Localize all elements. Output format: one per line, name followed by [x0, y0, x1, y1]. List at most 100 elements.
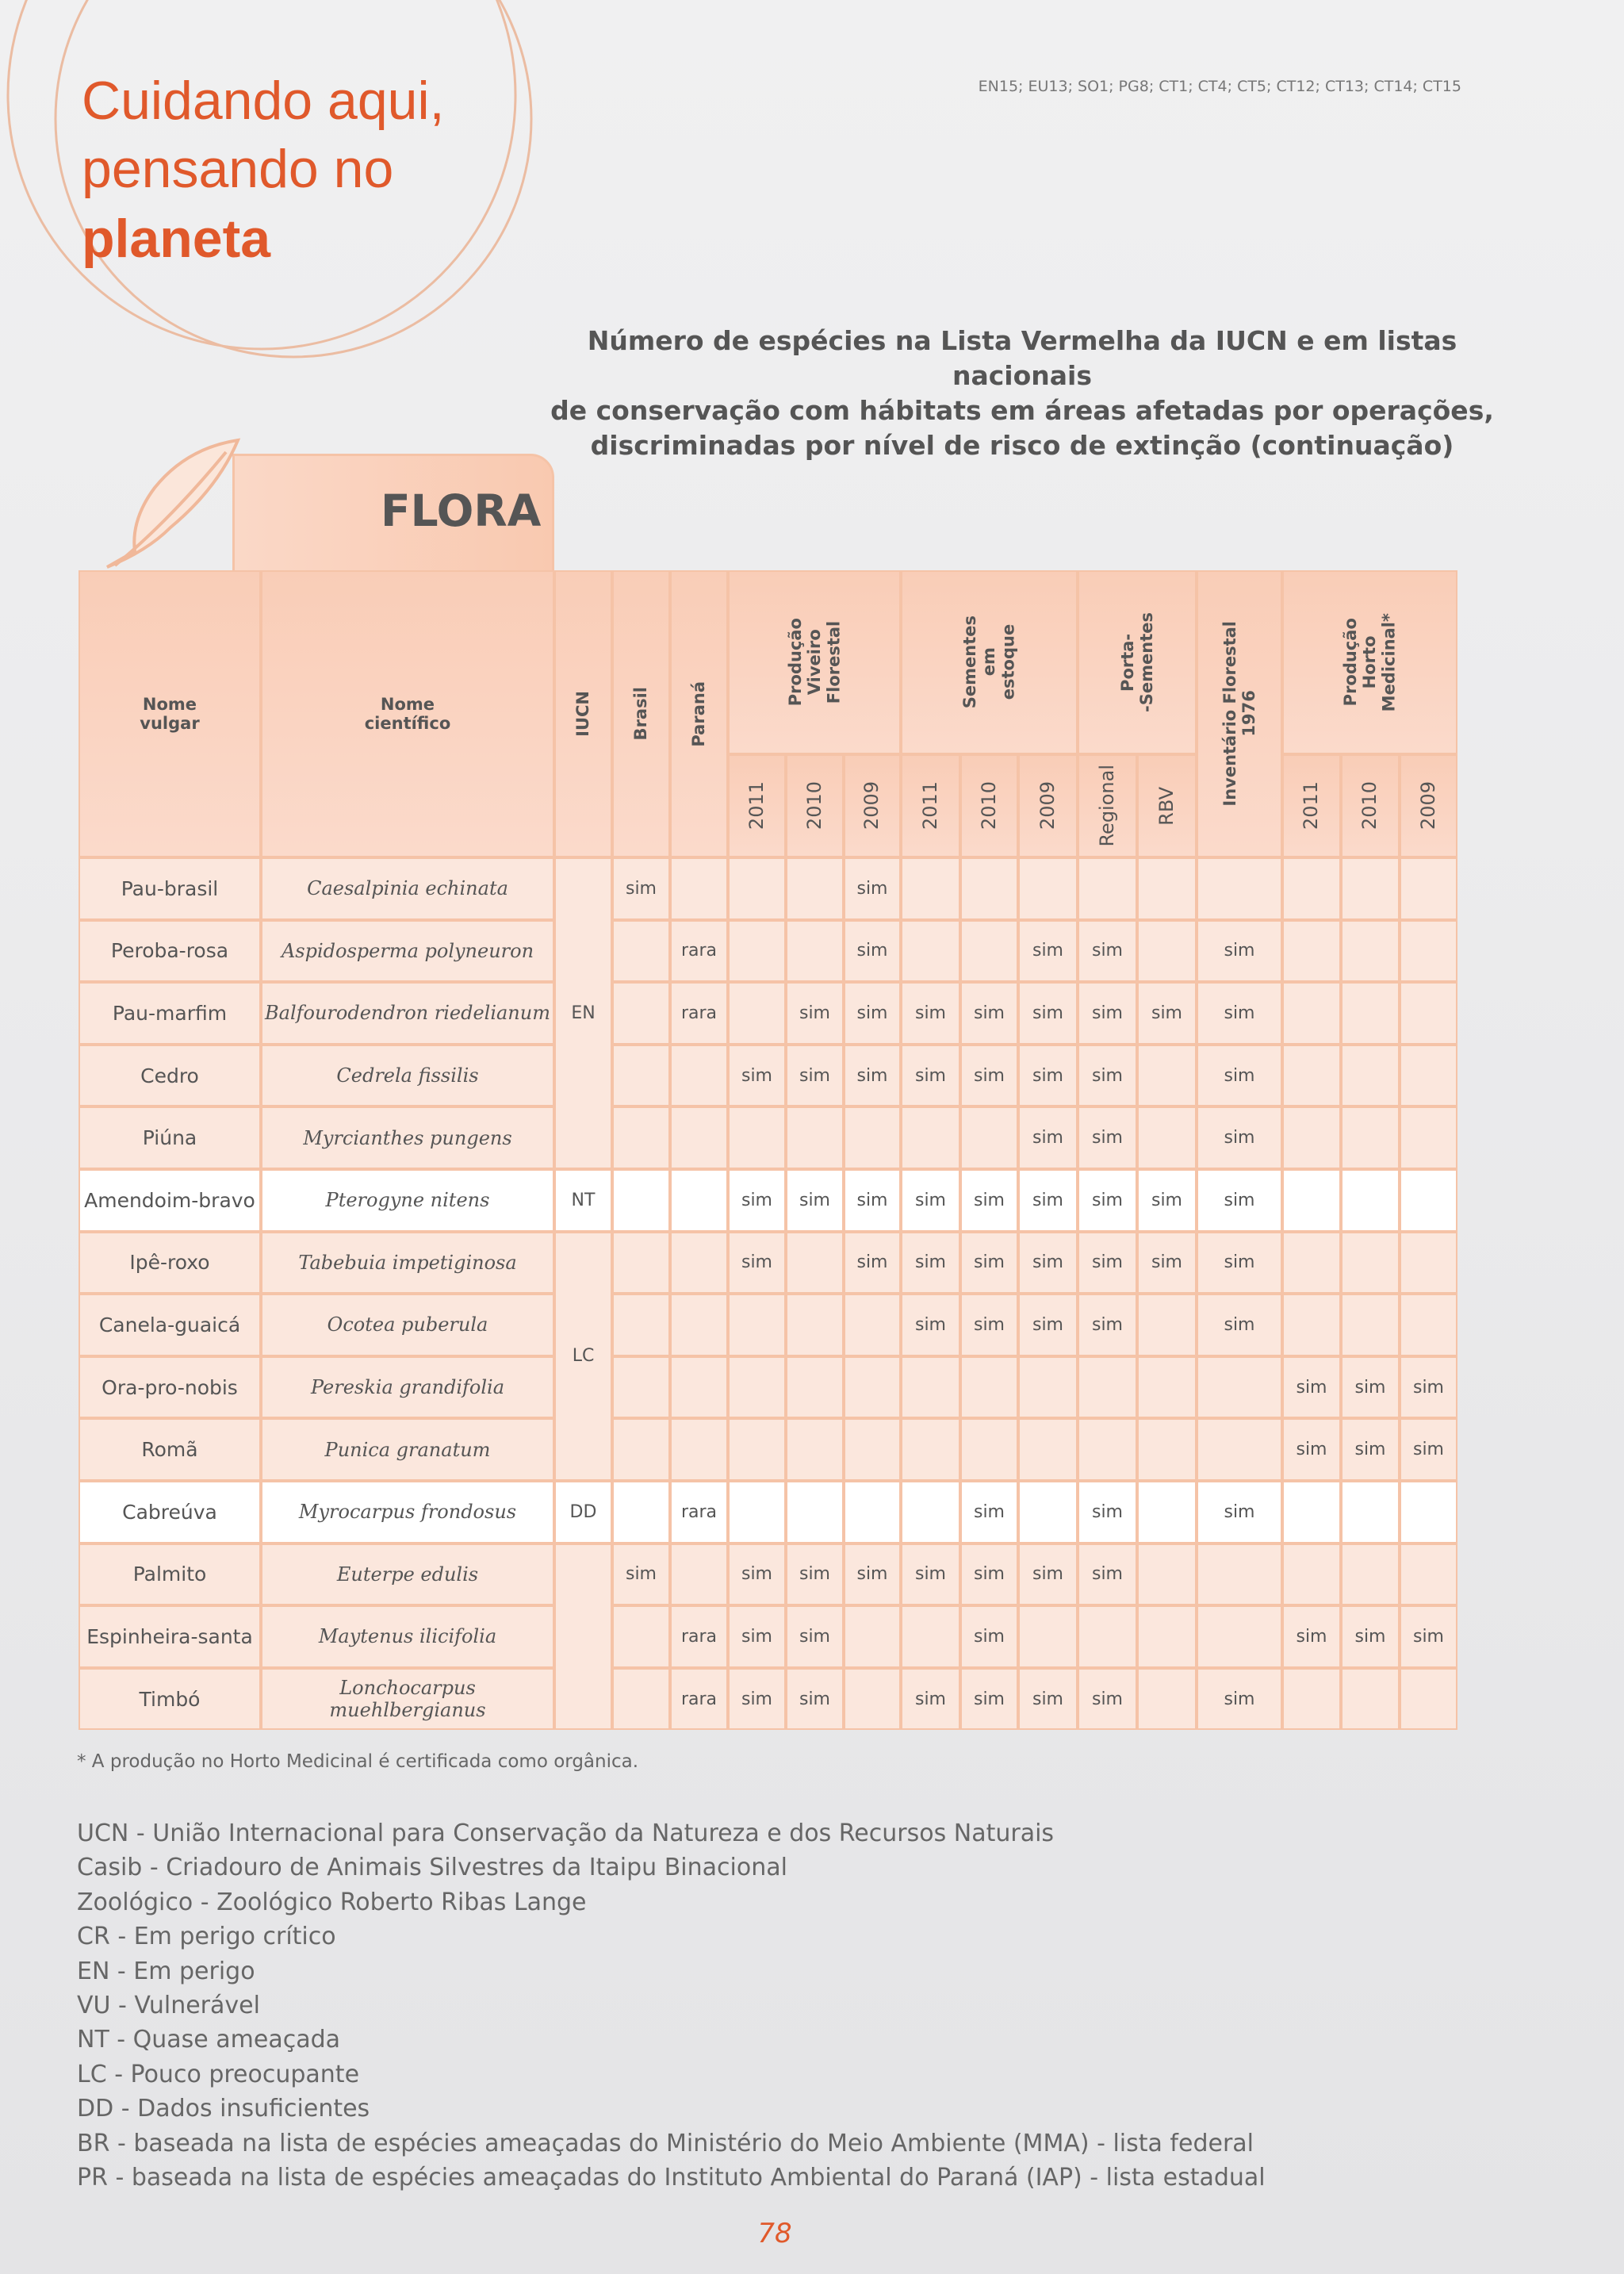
- header-sub: 2010: [786, 754, 844, 857]
- data-cell: [612, 1294, 670, 1356]
- data-cell: sim: [786, 1044, 844, 1107]
- data-cell: sim: [612, 1543, 670, 1606]
- legend-item: UCN - União Internacional para Conservaç…: [77, 1820, 1055, 1847]
- data-cell: sim: [1018, 982, 1078, 1045]
- data-cell: rara: [670, 919, 728, 983]
- data-cell: [1282, 1543, 1341, 1606]
- scientific-name: Balfourodendron riedelianum: [261, 982, 554, 1045]
- header-label: Inventário Florestal 1976: [1220, 621, 1258, 807]
- scientific-name: Pterogyne nitens: [261, 1169, 554, 1232]
- scientific-name: Tabebuia impetiginosa: [261, 1231, 554, 1294]
- iucn-cell: NT: [554, 1169, 612, 1232]
- data-cell: [670, 1044, 728, 1107]
- data-cell: [960, 1418, 1018, 1481]
- common-name: Romã: [79, 1418, 261, 1481]
- data-cell: sim: [1137, 982, 1197, 1045]
- data-cell: [1282, 1481, 1341, 1543]
- scientific-name: Myrocarpus frondosus: [261, 1481, 554, 1543]
- data-cell: sim: [1078, 1543, 1137, 1606]
- data-cell: sim: [1137, 1169, 1197, 1232]
- header-sub-label: 2009: [860, 781, 883, 830]
- data-cell: sim: [1197, 1169, 1282, 1232]
- header-label: IUCN: [573, 691, 593, 737]
- data-cell: [901, 1418, 960, 1481]
- data-cell: [1341, 1106, 1400, 1169]
- data-cell: sim: [1197, 1294, 1282, 1356]
- data-cell: sim: [960, 1481, 1018, 1543]
- scientific-name: Pereskia grandifolia: [261, 1356, 554, 1419]
- scientific-name: Euterpe edulis: [261, 1543, 554, 1606]
- header-group: Produção Horto Medicinal*: [1282, 570, 1457, 754]
- decor-circles: [6, 0, 533, 359]
- header-sub: 2011: [1282, 754, 1341, 857]
- common-name: Amendoim-bravo: [79, 1169, 261, 1232]
- legend-item: LC - Pouco preocupante: [77, 2060, 360, 2088]
- data-cell: [1137, 1106, 1197, 1169]
- data-cell: sim: [960, 1543, 1018, 1606]
- data-cell: sim: [960, 1667, 1018, 1731]
- data-cell: sim: [1282, 1605, 1341, 1668]
- data-cell: [1018, 1481, 1078, 1543]
- legend-item: BR - baseada na lista de espécies ameaça…: [77, 2129, 1254, 2157]
- data-cell: sim: [901, 1044, 960, 1107]
- data-cell: [670, 1169, 728, 1232]
- data-cell: [612, 1356, 670, 1419]
- header-sub: 2010: [1341, 754, 1400, 857]
- data-cell: [786, 1356, 844, 1419]
- header-group: Porta- -Sementes: [1078, 570, 1197, 754]
- data-cell: rara: [670, 1481, 728, 1543]
- data-cell: [728, 919, 786, 983]
- scientific-name: Ocotea puberula: [261, 1294, 554, 1356]
- data-cell: sim: [728, 1044, 786, 1107]
- data-cell: sim: [1078, 1481, 1137, 1543]
- data-cell: sim: [844, 1169, 901, 1232]
- data-cell: sim: [960, 982, 1018, 1045]
- data-cell: [1197, 1605, 1282, 1668]
- data-cell: [1137, 1667, 1197, 1731]
- header-sub-label: 2009: [1416, 781, 1439, 830]
- data-cell: [1137, 857, 1197, 920]
- data-cell: sim: [728, 1543, 786, 1606]
- data-cell: [1341, 1231, 1400, 1294]
- data-cell: [901, 919, 960, 983]
- data-cell: [1282, 1169, 1341, 1232]
- data-cell: [1400, 1294, 1457, 1356]
- data-cell: sim: [960, 1605, 1018, 1668]
- data-cell: [786, 857, 844, 920]
- data-cell: [1341, 1667, 1400, 1731]
- header-sub: 2011: [901, 754, 960, 857]
- legend: UCN - União Internacional para Conservaç…: [77, 1816, 1266, 2195]
- scientific-name: Cedrela fissilis: [261, 1044, 554, 1107]
- data-cell: [612, 1667, 670, 1731]
- data-cell: sim: [844, 1543, 901, 1606]
- data-cell: sim: [1078, 1044, 1137, 1107]
- data-cell: sim: [901, 1543, 960, 1606]
- header-sub-label: 2010: [802, 781, 825, 830]
- data-cell: sim: [1197, 919, 1282, 983]
- header-sub: 2010: [960, 754, 1018, 857]
- header-sub: 2011: [728, 754, 786, 857]
- legend-item: DD - Dados insuficientes: [77, 2095, 370, 2123]
- data-cell: [1341, 1543, 1400, 1606]
- data-cell: sim: [1197, 982, 1282, 1045]
- subtitle-line: discriminadas por nível de risco de exti…: [590, 430, 1454, 461]
- legend-item: NT - Quase ameaçada: [77, 2026, 341, 2054]
- data-cell: sim: [1018, 1106, 1078, 1169]
- data-cell: [1341, 982, 1400, 1045]
- data-cell: sim: [786, 1605, 844, 1668]
- data-cell: [901, 857, 960, 920]
- data-cell: [844, 1481, 901, 1543]
- data-cell: [728, 857, 786, 920]
- data-cell: sim: [1341, 1418, 1400, 1481]
- scientific-name: Aspidosperma polyneuron: [261, 919, 554, 983]
- data-cell: sim: [1078, 1106, 1137, 1169]
- data-cell: [1341, 857, 1400, 920]
- data-cell: sim: [1018, 1543, 1078, 1606]
- header-label: Produção Viveiro Florestal: [785, 618, 844, 707]
- data-cell: sim: [1018, 919, 1078, 983]
- scientific-name: Maytenus ilicifolia: [261, 1605, 554, 1668]
- data-cell: sim: [1197, 1481, 1282, 1543]
- data-cell: [612, 982, 670, 1045]
- data-cell: sim: [901, 1667, 960, 1731]
